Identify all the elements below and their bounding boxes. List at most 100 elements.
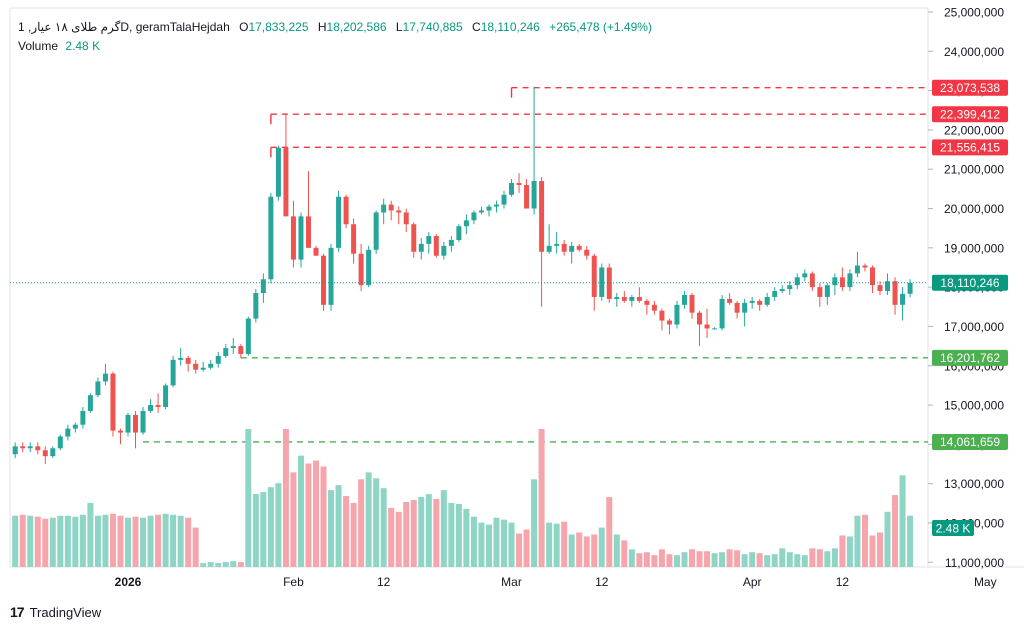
x-tick-label: Mar: [501, 575, 522, 589]
candle-body: [869, 267, 875, 286]
volume-bar: [350, 502, 357, 567]
candle-body: [697, 312, 703, 325]
candle-body: [283, 147, 289, 217]
candle-body: [727, 298, 733, 303]
volume-bar: [801, 555, 808, 567]
volume-bar: [388, 507, 395, 567]
level-tag-label: 16,201,762: [940, 351, 1000, 365]
volume-bar: [155, 514, 162, 567]
volume-bar: [365, 472, 372, 567]
candle-body: [125, 414, 131, 433]
time-axis[interactable]: 2026 Feb 12 Mar 12 Apr 12 May: [115, 575, 997, 589]
candle-body: [328, 247, 334, 305]
candle-body: [554, 243, 560, 246]
candle-body: [809, 273, 815, 288]
candle-body: [659, 310, 665, 321]
candle-body: [817, 287, 823, 297]
candle-body: [644, 300, 650, 305]
volume-bar: [658, 549, 665, 567]
high-key: H: [317, 20, 327, 34]
volume-bar: [493, 517, 500, 567]
x-tick-label: Feb: [283, 575, 304, 589]
volume-bar: [132, 516, 139, 567]
x-tick-label: 2026: [115, 575, 142, 589]
low-key: L: [395, 20, 403, 34]
candle-body: [734, 302, 740, 313]
volume-key: Volume: [18, 39, 59, 53]
volume-bar: [651, 555, 658, 567]
candle-body: [155, 405, 161, 408]
candle-body: [839, 277, 845, 288]
candle-body: [65, 428, 71, 437]
volume-bar: [854, 515, 861, 567]
close-value: 18,110,246: [480, 20, 540, 34]
candle-body: [358, 253, 364, 286]
candle-body: [381, 204, 387, 213]
candle-body: [757, 300, 763, 305]
open-key: O: [239, 20, 249, 34]
volume-bar: [673, 555, 680, 567]
volume-bar: [643, 552, 650, 567]
candle-body: [591, 255, 597, 297]
candle-body: [403, 212, 409, 225]
x-tick-label: 12: [377, 575, 391, 589]
volume-bar: [869, 535, 876, 567]
candle-body: [215, 355, 221, 364]
volume-bar: [358, 479, 365, 567]
candle-body: [539, 181, 545, 252]
volume-bar: [846, 536, 853, 567]
candle-body: [832, 277, 838, 286]
candle-body: [20, 446, 26, 449]
volume-bar: [222, 562, 229, 567]
symbol-label[interactable]: گرم طلای ۱۸ عیار, 1D, geramTalaHejdah: [18, 20, 230, 34]
volume-bar: [861, 514, 868, 567]
level-tag-label: 21,556,415: [940, 141, 1000, 155]
volume-bar: [297, 455, 304, 567]
volume-bar: [282, 429, 289, 567]
y-tick-label: 24,000,000: [944, 45, 1004, 59]
candle-body: [260, 279, 266, 294]
candle-body: [245, 318, 251, 354]
volume-bar: [102, 514, 109, 567]
volume-bar: [741, 554, 748, 567]
volume-bar: [711, 553, 718, 567]
volume-bar: [395, 511, 402, 567]
volume-bar: [252, 494, 259, 567]
volume-bar: [19, 514, 26, 567]
horizontal-levels: [143, 87, 928, 443]
candle-body: [208, 363, 214, 368]
candle-body: [426, 236, 432, 244]
candle-body: [35, 446, 41, 451]
volume-bar: [42, 518, 49, 567]
volume-bar: [568, 534, 575, 567]
last-price-label: 18,110,246: [940, 276, 999, 290]
volume-bar: [403, 501, 410, 567]
volume-bar: [463, 508, 470, 567]
footer-brand[interactable]: 17 TradingView: [10, 604, 101, 620]
last-price-tag: [932, 274, 1008, 291]
volume-bar: [756, 553, 763, 567]
candle-body: [170, 359, 176, 386]
candle-body: [779, 289, 785, 292]
level-tag-label: 22,399,412: [940, 108, 1000, 122]
candle-body: [336, 196, 342, 248]
tradingview-logo-icon: 17: [10, 604, 25, 620]
low-value: 17,740,885: [402, 20, 463, 34]
candle-body: [885, 281, 891, 292]
candle-body: [366, 249, 372, 286]
candle-body: [321, 255, 327, 305]
volume-bar: [508, 522, 515, 567]
volume-bar: [230, 561, 237, 567]
volume-bar: [884, 511, 891, 567]
volume-bar: [576, 532, 583, 567]
change-value: +265,478 (+1.49%): [549, 20, 652, 34]
level-tag: [932, 349, 1008, 366]
y-tick-label: 21,000,000: [944, 163, 1004, 177]
volume-bar: [606, 497, 613, 567]
candle-body: [509, 182, 515, 195]
candle-body: [794, 277, 800, 286]
candle-body: [148, 405, 154, 411]
volume-bar: [275, 483, 282, 567]
candle-body: [275, 147, 281, 197]
